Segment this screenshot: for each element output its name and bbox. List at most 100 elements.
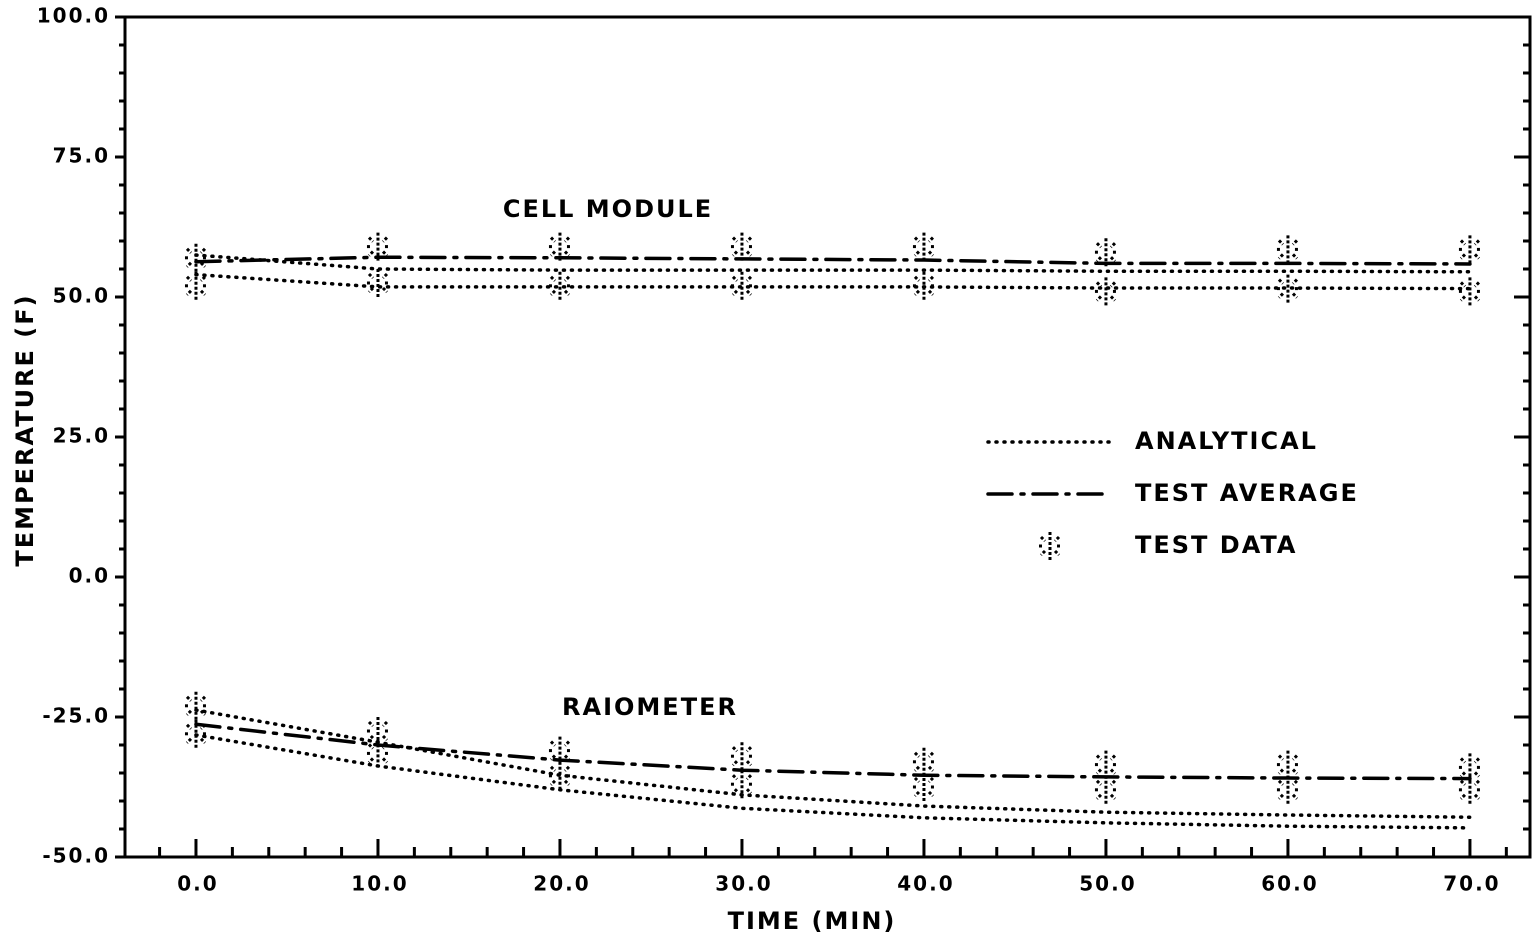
marker-stroke — [199, 709, 207, 716]
x-tick-label: 40.0 — [897, 872, 954, 896]
test-data-marker — [730, 770, 753, 799]
marker-stroke — [1291, 253, 1299, 260]
annotation: RAIOMETER — [562, 693, 738, 721]
x-tick-label: 30.0 — [715, 872, 772, 896]
marker-stroke — [199, 695, 207, 702]
marker-stroke — [745, 236, 753, 243]
marker-stroke — [1277, 253, 1285, 260]
marker-stroke — [1473, 281, 1481, 288]
marker-stroke — [913, 790, 921, 798]
test-data-marker — [1094, 238, 1117, 267]
marker-stroke — [185, 289, 193, 296]
marker-stroke — [1291, 278, 1299, 285]
test-data-marker — [1458, 753, 1481, 782]
marker-stroke — [549, 250, 557, 257]
marker-stroke — [549, 779, 557, 786]
marker-stroke — [563, 289, 571, 296]
test-data-marker — [730, 742, 753, 771]
marker-stroke — [745, 289, 753, 296]
marker-stroke — [381, 734, 389, 742]
marker-stroke — [1277, 754, 1285, 761]
marker-stroke — [745, 788, 753, 795]
marker-stroke — [185, 261, 193, 268]
y-tick-label: 75.0 — [53, 144, 110, 168]
marker-stroke — [1053, 535, 1061, 543]
marker-stroke — [1095, 295, 1103, 302]
test-data-marker — [1276, 775, 1299, 804]
marker-stroke — [185, 737, 193, 744]
y-tick-label: 50.0 — [53, 284, 110, 308]
marker-stroke — [381, 757, 389, 764]
test-data-marker — [912, 773, 935, 801]
marker-stroke — [927, 275, 935, 282]
marker-stroke — [1277, 278, 1285, 285]
marker-stroke — [1459, 779, 1467, 786]
series-line — [194, 255, 1472, 266]
test-data-marker — [730, 232, 753, 261]
test-data-marker — [1094, 775, 1117, 804]
y-tick-label: -25.0 — [42, 704, 110, 728]
marker-stroke — [927, 765, 935, 772]
marker-stroke — [185, 247, 193, 254]
marker-stroke — [731, 275, 739, 282]
marker-stroke — [913, 776, 921, 784]
marker-stroke — [1473, 757, 1481, 764]
marker-stroke — [549, 289, 557, 296]
test-data-marker — [184, 271, 207, 300]
marker-stroke — [1473, 771, 1481, 778]
marker-stroke — [1473, 239, 1481, 246]
marker-stroke — [745, 250, 753, 257]
marker-stroke — [731, 760, 739, 767]
marker-stroke — [1095, 768, 1103, 775]
marker-stroke — [185, 723, 193, 730]
marker-stroke — [199, 275, 207, 282]
marker-stroke — [199, 247, 207, 254]
marker-stroke — [1109, 768, 1117, 775]
marker-stroke — [927, 776, 935, 784]
marker-stroke — [745, 275, 753, 282]
marker-stroke — [563, 236, 571, 243]
marker-stroke — [185, 695, 193, 702]
marker-stroke — [381, 720, 389, 728]
test-data-marker — [1276, 750, 1299, 779]
marker-stroke — [367, 272, 375, 280]
marker-stroke — [1459, 253, 1467, 260]
test-data-marker — [1094, 750, 1117, 779]
test-data-marker — [730, 271, 753, 300]
legend-label: ANALYTICAL — [1135, 427, 1318, 455]
marker-stroke — [381, 743, 389, 750]
marker-stroke — [927, 250, 935, 257]
test-data-marker — [184, 719, 207, 748]
marker-stroke — [1473, 793, 1481, 800]
marker-stroke — [1473, 295, 1481, 302]
marker-stroke — [563, 740, 571, 747]
series-line — [194, 733, 1472, 830]
marker-stroke — [1095, 281, 1103, 288]
plot-frame — [123, 15, 1532, 859]
marker-stroke — [1039, 549, 1047, 557]
marker-stroke — [199, 723, 207, 730]
marker-stroke — [913, 765, 921, 772]
marker-stroke — [927, 751, 935, 758]
marker-stroke — [1109, 256, 1117, 263]
marker-stroke — [731, 289, 739, 296]
series-line — [194, 722, 1472, 781]
marker-stroke — [199, 289, 207, 296]
test-data-marker — [1458, 775, 1481, 804]
x-axis-label: TIME (MIN) — [728, 907, 897, 935]
marker-stroke — [1095, 793, 1103, 800]
test-data-marker — [548, 761, 571, 790]
marker-stroke — [927, 236, 935, 243]
marker-stroke — [563, 275, 571, 282]
x-tick-label: 60.0 — [1261, 872, 1318, 896]
marker-stroke — [1291, 292, 1299, 299]
marker-stroke — [185, 275, 193, 282]
marker-stroke — [367, 720, 375, 728]
marker-stroke — [1459, 281, 1467, 288]
test-data-marker — [912, 232, 935, 261]
y-tick-label: -50.0 — [42, 844, 110, 868]
marker-stroke — [913, 275, 921, 282]
legend-label: TEST DATA — [1135, 531, 1298, 559]
test-data-marker — [1039, 532, 1061, 560]
